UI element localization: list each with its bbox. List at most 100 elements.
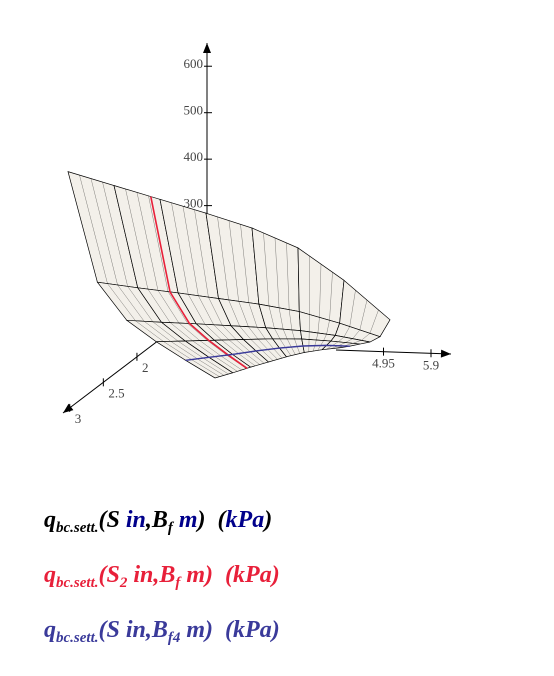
series-line: [150, 196, 248, 370]
mesh-line: [250, 351, 265, 364]
mesh-line: [250, 339, 263, 351]
mesh-line: [90, 178, 118, 286]
mesh-line: [274, 328, 281, 339]
mesh-line: [314, 339, 317, 346]
legend-entry: qbc.sett.(S2 in,Bf m) (kPa): [44, 551, 280, 606]
mesh-line: [268, 305, 275, 329]
legend-subscript: 2: [119, 575, 128, 591]
mesh-line: [291, 346, 296, 355]
mesh-line: [317, 317, 320, 334]
mesh-line: [240, 224, 249, 303]
mesh-line: [238, 301, 249, 327]
mesh-line: [248, 326, 259, 340]
mesh-line: [171, 202, 189, 295]
mesh-line: [316, 332, 319, 341]
mesh-line: [188, 294, 206, 325]
legend-text: m) (kPa): [180, 617, 280, 643]
mesh-line: [191, 359, 220, 377]
z-tick-label: 400: [184, 149, 204, 164]
mesh-line: [256, 327, 266, 340]
legend-subscript: f4: [167, 630, 181, 646]
y-tick-label: 4.95: [372, 356, 395, 371]
mesh-line: [107, 283, 136, 321]
legend-subscript: bc.sett.: [56, 520, 99, 536]
mesh-line: [163, 341, 192, 360]
z-tick-label: 500: [184, 103, 204, 118]
legend-text: in: [125, 507, 146, 533]
z-tick-label: 300: [184, 196, 204, 211]
mesh-line: [296, 346, 301, 354]
legend-text: q: [44, 617, 56, 643]
mesh-line: [147, 288, 171, 323]
legend-entry: qbc.sett.(S in,Bf4 m) (kPa): [44, 606, 280, 661]
mesh-line: [338, 336, 345, 342]
x-tick-label: 2.5: [108, 385, 124, 400]
mesh-line: [282, 329, 288, 339]
mesh-line: [136, 192, 159, 291]
legend-subscript: bc.sett.: [56, 630, 99, 646]
mesh-line: [257, 339, 268, 350]
mesh-line: [221, 339, 239, 354]
mesh-line: [177, 340, 204, 359]
y-axis: [335, 349, 452, 355]
mesh-line: [267, 349, 278, 360]
legend: qbc.sett.(S in,Bf m) (kPa) qbc.sett.(S2 i…: [44, 496, 280, 661]
mesh-line: [199, 340, 221, 357]
legend-subscript: f: [175, 575, 181, 591]
axis-arrow: [63, 403, 74, 413]
mesh-line: [79, 175, 108, 284]
mesh-line: [170, 322, 193, 341]
mesh-line: [182, 206, 199, 296]
legend-text: (S: [98, 507, 126, 533]
mesh-line: [343, 326, 350, 338]
legend-text: m: [178, 507, 198, 533]
mesh-line: [144, 321, 171, 342]
mesh-line: [352, 340, 362, 344]
mesh-line: [187, 323, 208, 341]
mesh-line: [178, 322, 200, 341]
mesh-line: [294, 338, 298, 347]
mesh-line: [127, 286, 154, 322]
mesh-line: [323, 334, 327, 341]
x-tick-label: 3: [75, 411, 82, 426]
mesh-line: [278, 307, 284, 330]
legend-subscript: bc.sett.: [56, 575, 99, 591]
mesh-line: [194, 209, 209, 298]
axis-arrow: [203, 43, 211, 53]
legend-text: ,B: [145, 507, 168, 533]
mesh-line: [291, 329, 295, 340]
mesh-line: [208, 297, 223, 326]
legend-text: (S: [98, 562, 120, 588]
mesh-line: [361, 333, 371, 341]
y-tick-label: 5.9: [423, 357, 439, 372]
mesh-line: [286, 242, 290, 310]
mesh-line: [214, 356, 238, 372]
mesh-line: [287, 338, 292, 348]
mesh-line: [102, 181, 128, 287]
mesh-line: [263, 232, 270, 306]
mesh-line: [273, 348, 283, 359]
mesh-line: [167, 291, 188, 324]
mesh-line: [288, 309, 293, 330]
mesh-line: [248, 302, 258, 328]
mesh-line: [317, 345, 321, 351]
mesh-line: [207, 340, 227, 356]
mesh-line: [244, 352, 260, 365]
mesh-line: [228, 339, 245, 353]
legend-text: in,B: [127, 562, 176, 588]
mesh-line: [261, 350, 274, 361]
mesh-line: [329, 272, 333, 321]
legend-text: ) (: [197, 507, 226, 533]
mesh-line: [204, 324, 222, 341]
legend-text: q: [44, 507, 56, 533]
mesh-line: [157, 290, 180, 324]
mesh-line: [265, 338, 274, 349]
legend-text: kPa: [225, 507, 265, 533]
legend-subscript: f: [167, 520, 173, 536]
mesh-line: [319, 264, 322, 318]
mesh-line: [152, 321, 179, 342]
axis-arrow: [440, 349, 451, 358]
mesh-line: [228, 299, 240, 327]
mesh-line: [135, 320, 164, 342]
mesh-line: [220, 355, 242, 371]
